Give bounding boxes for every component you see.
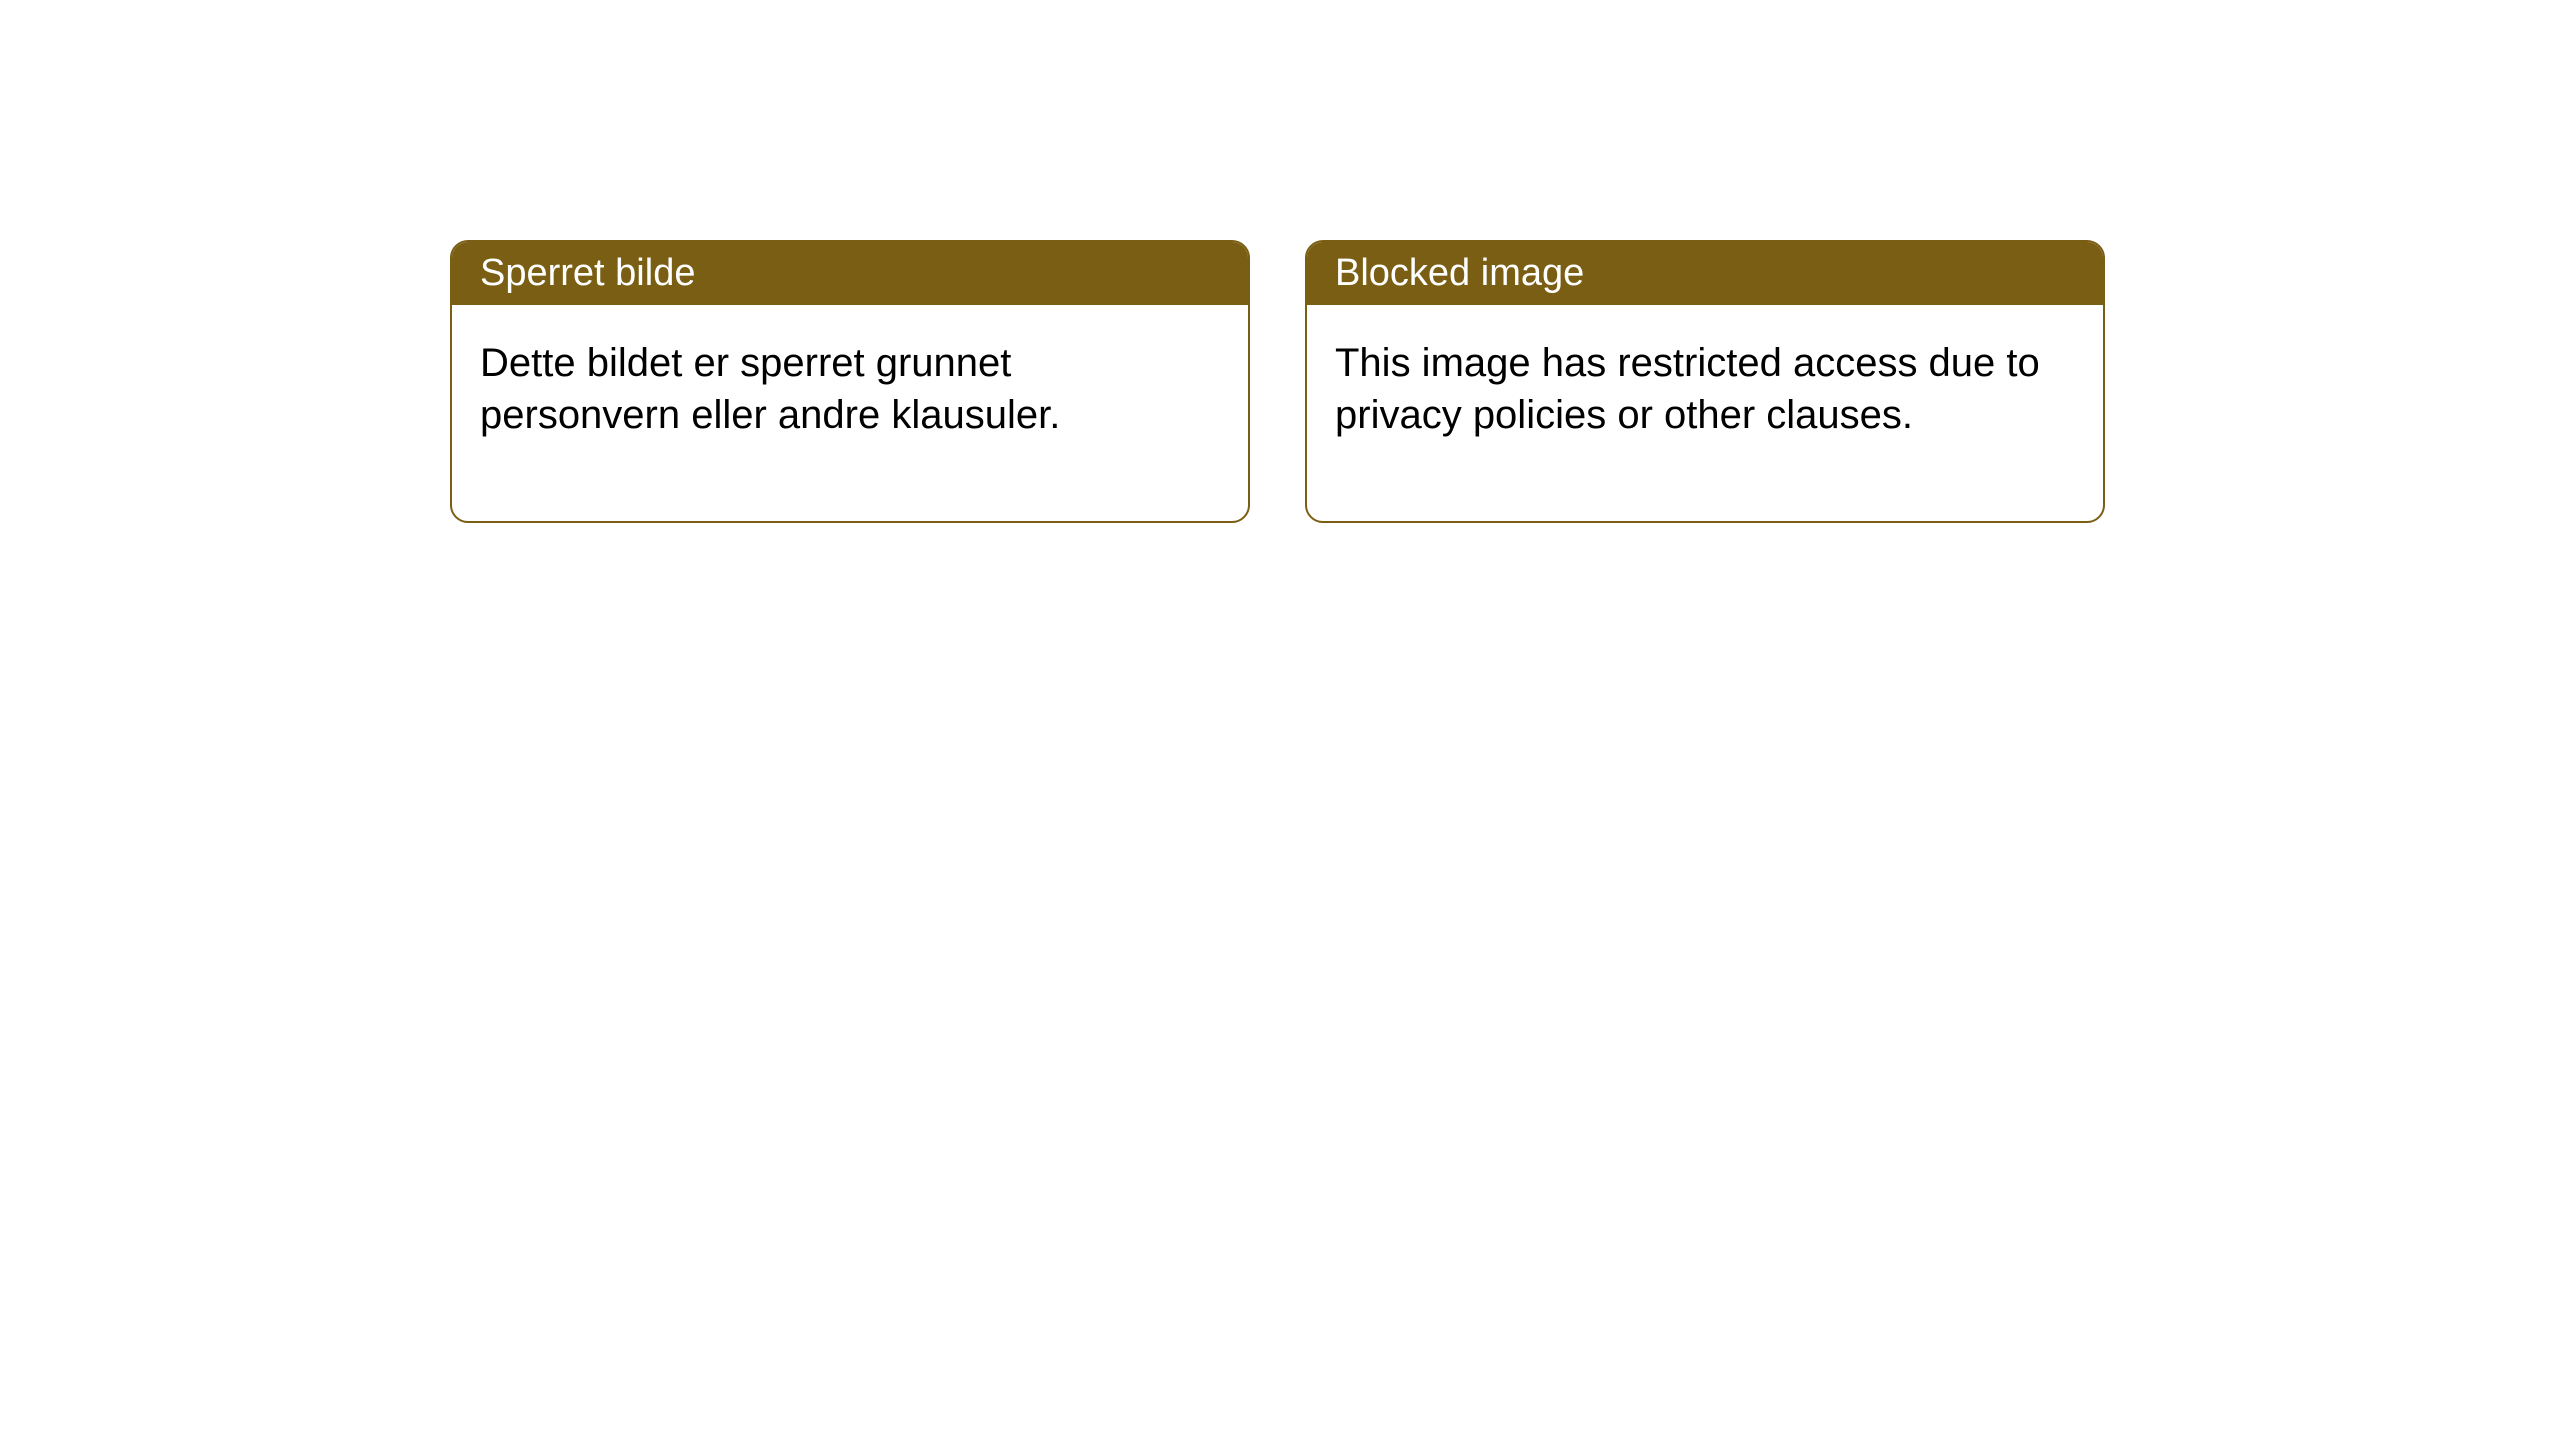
notice-header: Sperret bilde — [452, 242, 1248, 305]
notice-card-english: Blocked image This image has restricted … — [1305, 240, 2105, 523]
notice-card-norwegian: Sperret bilde Dette bildet er sperret gr… — [450, 240, 1250, 523]
notice-body: This image has restricted access due to … — [1307, 305, 2103, 521]
notice-body: Dette bildet er sperret grunnet personve… — [452, 305, 1248, 521]
notice-header: Blocked image — [1307, 242, 2103, 305]
notice-container: Sperret bilde Dette bildet er sperret gr… — [450, 240, 2105, 523]
